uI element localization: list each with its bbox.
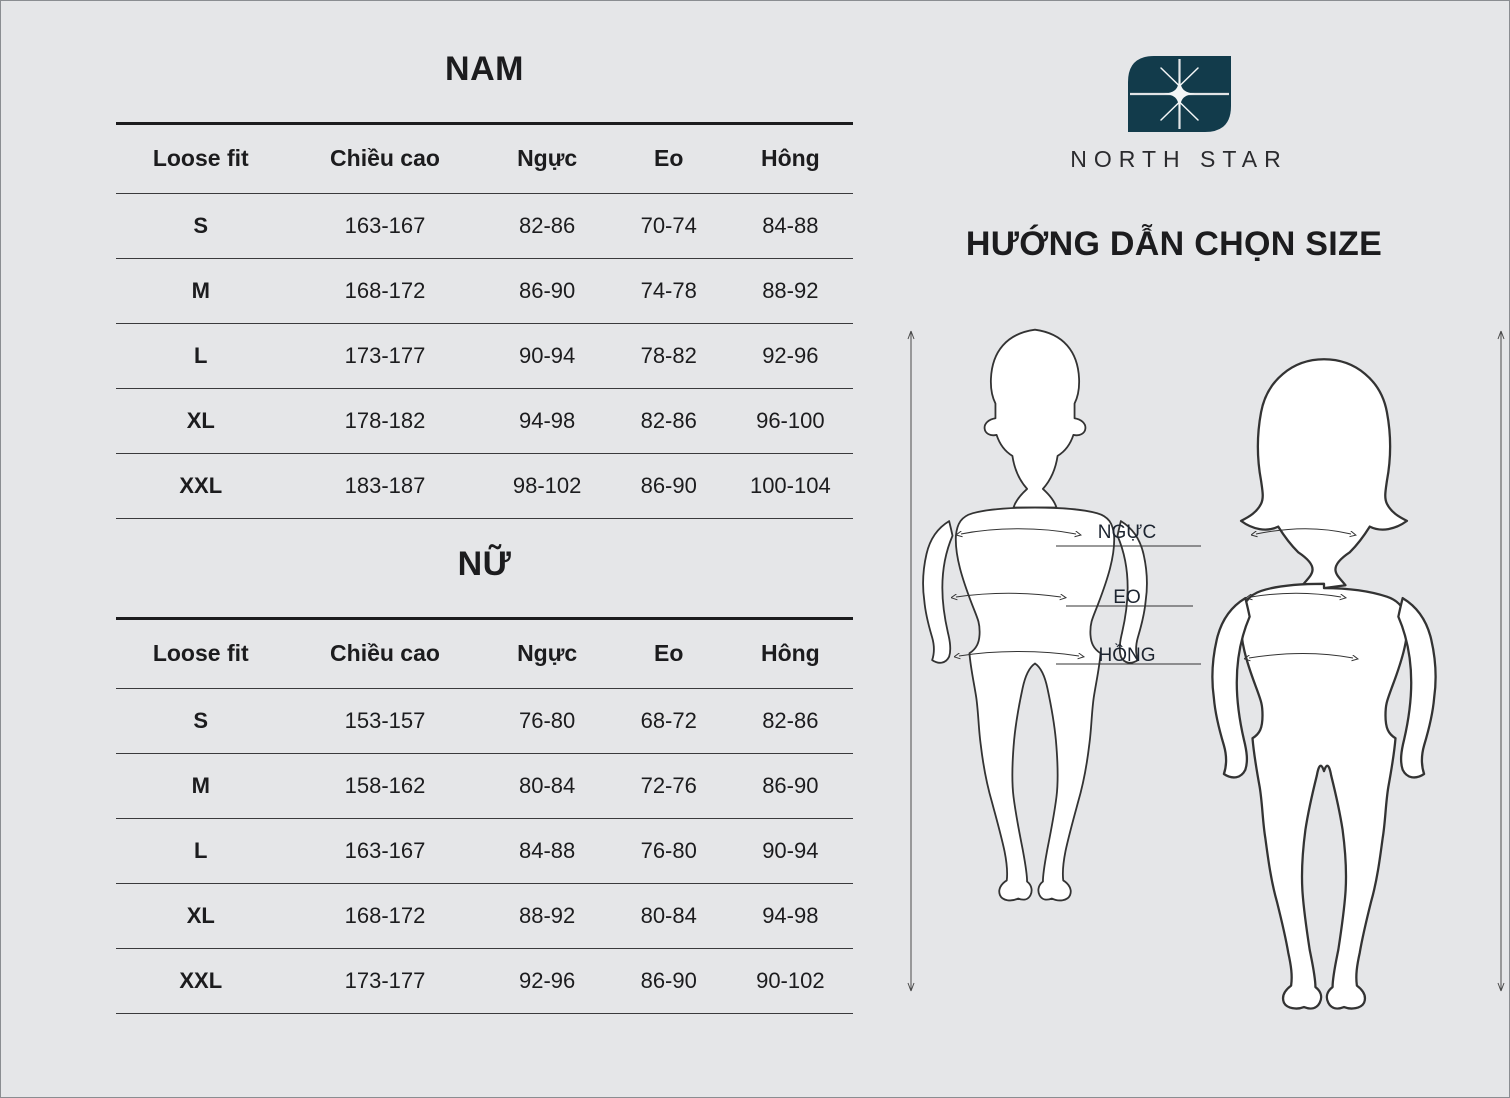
svg-text:EO: EO bbox=[1113, 587, 1140, 608]
svg-text:HỒNG: HỒNG bbox=[1099, 644, 1156, 666]
svg-text:NGỰC: NGỰC bbox=[1098, 522, 1156, 543]
